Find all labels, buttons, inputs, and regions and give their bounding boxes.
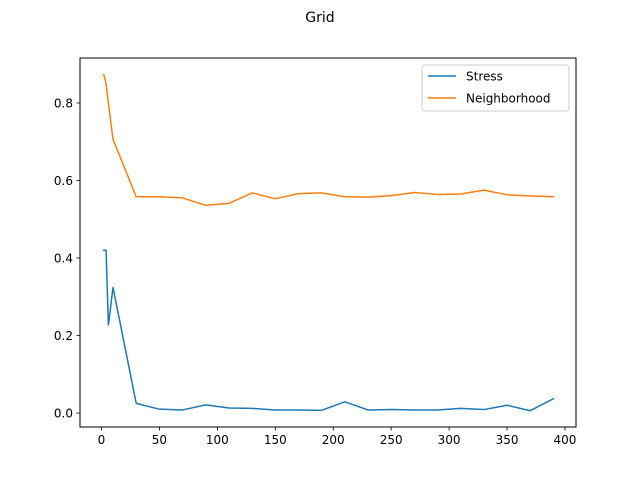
legend: Stress Neighborhood: [421, 64, 570, 112]
y-axis: 0.0 0.2 0.4 0.6 0.8: [54, 96, 80, 421]
x-tick-label: 350: [496, 433, 519, 447]
plot-frame: [79, 57, 577, 428]
x-axis: 0 50 100 150 200 250 300 350 400: [98, 427, 577, 447]
y-tick-label: 0.2: [54, 329, 73, 343]
series-line-stress: [103, 249, 555, 412]
plot-area: [79, 57, 577, 428]
chart-title: Grid: [305, 10, 334, 26]
x-tick-label: 300: [438, 433, 461, 447]
legend-box: [421, 64, 570, 112]
x-tick-label: 200: [322, 433, 345, 447]
legend-label-stress: Stress: [466, 70, 503, 84]
series-layer: [102, 73, 555, 412]
y-tick-label: 0.0: [54, 407, 73, 421]
x-tick-label: 0: [98, 433, 106, 447]
series-line-neighborhood: [102, 73, 555, 207]
x-tick-label: 100: [206, 433, 229, 447]
x-tick-label: 150: [264, 433, 287, 447]
x-tick-label: 50: [152, 433, 167, 447]
y-tick-label: 0.4: [54, 252, 73, 266]
y-tick-label: 0.6: [54, 174, 73, 188]
y-tick-label: 0.8: [54, 96, 73, 110]
legend-label-neighborhood: Neighborhood: [466, 92, 551, 106]
x-tick-label: 400: [554, 433, 577, 447]
x-tick-label: 250: [380, 433, 403, 447]
